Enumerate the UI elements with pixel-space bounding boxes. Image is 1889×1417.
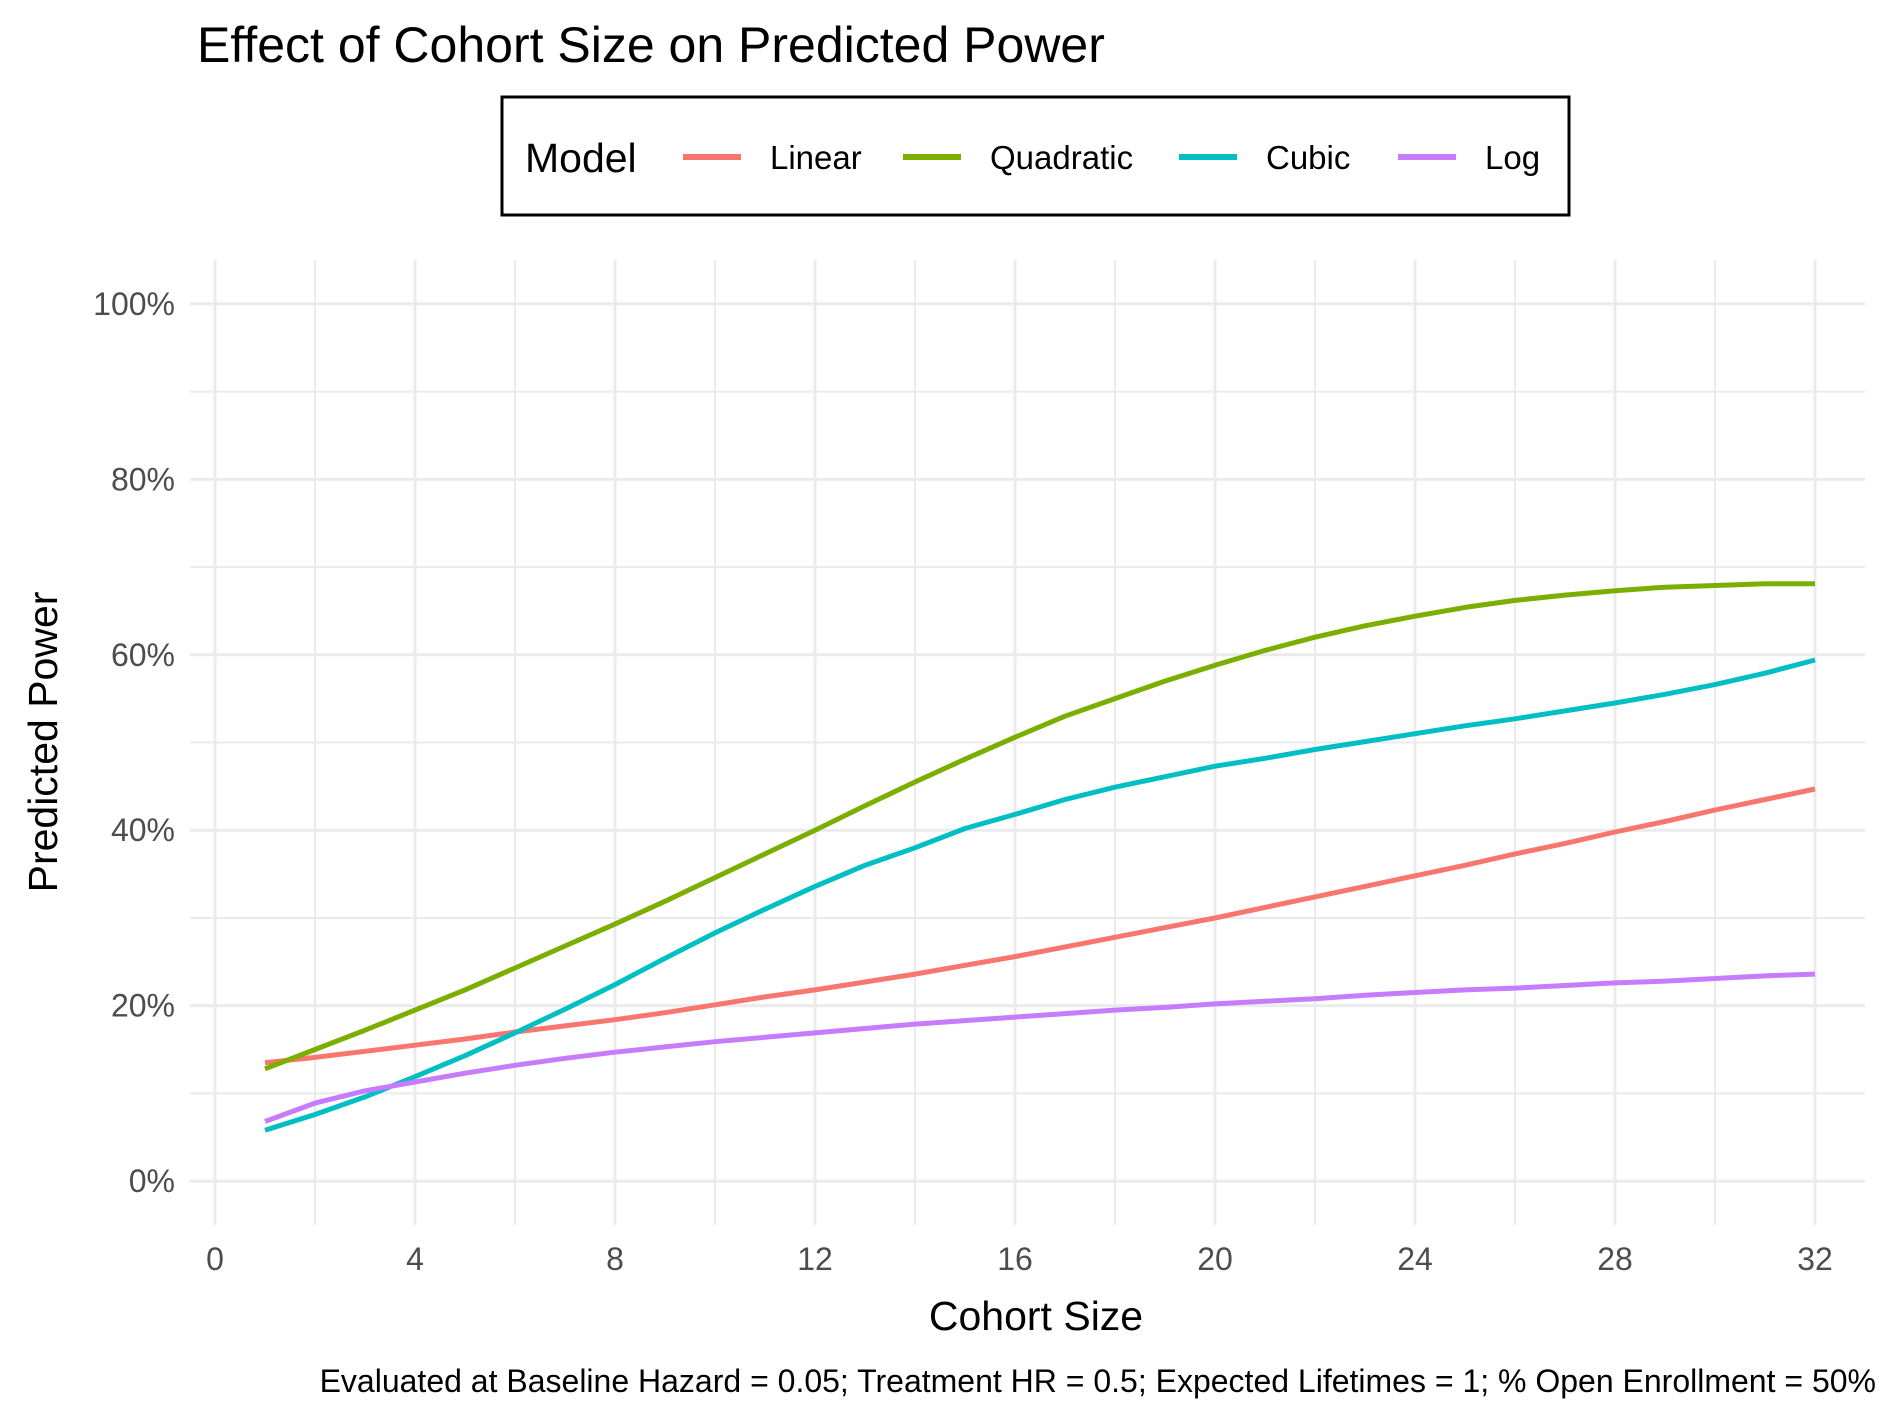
legend-label-log: Log xyxy=(1485,139,1540,176)
series-line-log xyxy=(264,971,1816,1124)
y-tick-label: 80% xyxy=(111,461,175,497)
x-tick-label: 20 xyxy=(1197,1241,1233,1277)
x-tick-label: 28 xyxy=(1597,1241,1633,1277)
y-axis-title: Predicted Power xyxy=(20,592,66,893)
y-tick-label: 40% xyxy=(111,812,175,848)
y-tick-label: 60% xyxy=(111,637,175,673)
legend: Model Linear Quadratic Cubic Log xyxy=(500,95,1571,217)
x-axis-title: Cohort Size xyxy=(929,1293,1143,1339)
legend-label-linear: Linear xyxy=(770,139,862,176)
legend-box xyxy=(500,95,1571,217)
x-tick-label: 12 xyxy=(797,1241,833,1277)
series-line-cubic xyxy=(264,657,1816,1133)
y-tick-label: 20% xyxy=(111,988,175,1024)
y-tick-label: 0% xyxy=(129,1163,175,1199)
x-tick-label: 0 xyxy=(206,1241,224,1277)
x-tick-label: 8 xyxy=(606,1241,624,1277)
chart-caption: Evaluated at Baseline Hazard = 0.05; Tre… xyxy=(320,1363,1876,1399)
x-tick-label: 32 xyxy=(1797,1241,1833,1277)
x-tick-label: 24 xyxy=(1397,1241,1433,1277)
y-tick-label: 100% xyxy=(93,286,175,322)
x-tick-label: 16 xyxy=(997,1241,1033,1277)
legend-label-cubic: Cubic xyxy=(1266,139,1350,176)
x-tick-label: 4 xyxy=(406,1241,424,1277)
series-line-quadratic xyxy=(264,581,1815,1072)
chart-title: Effect of Cohort Size on Predicted Power xyxy=(197,17,1105,73)
legend-title: Model xyxy=(525,135,637,181)
legend-label-quadratic: Quadratic xyxy=(990,139,1133,176)
